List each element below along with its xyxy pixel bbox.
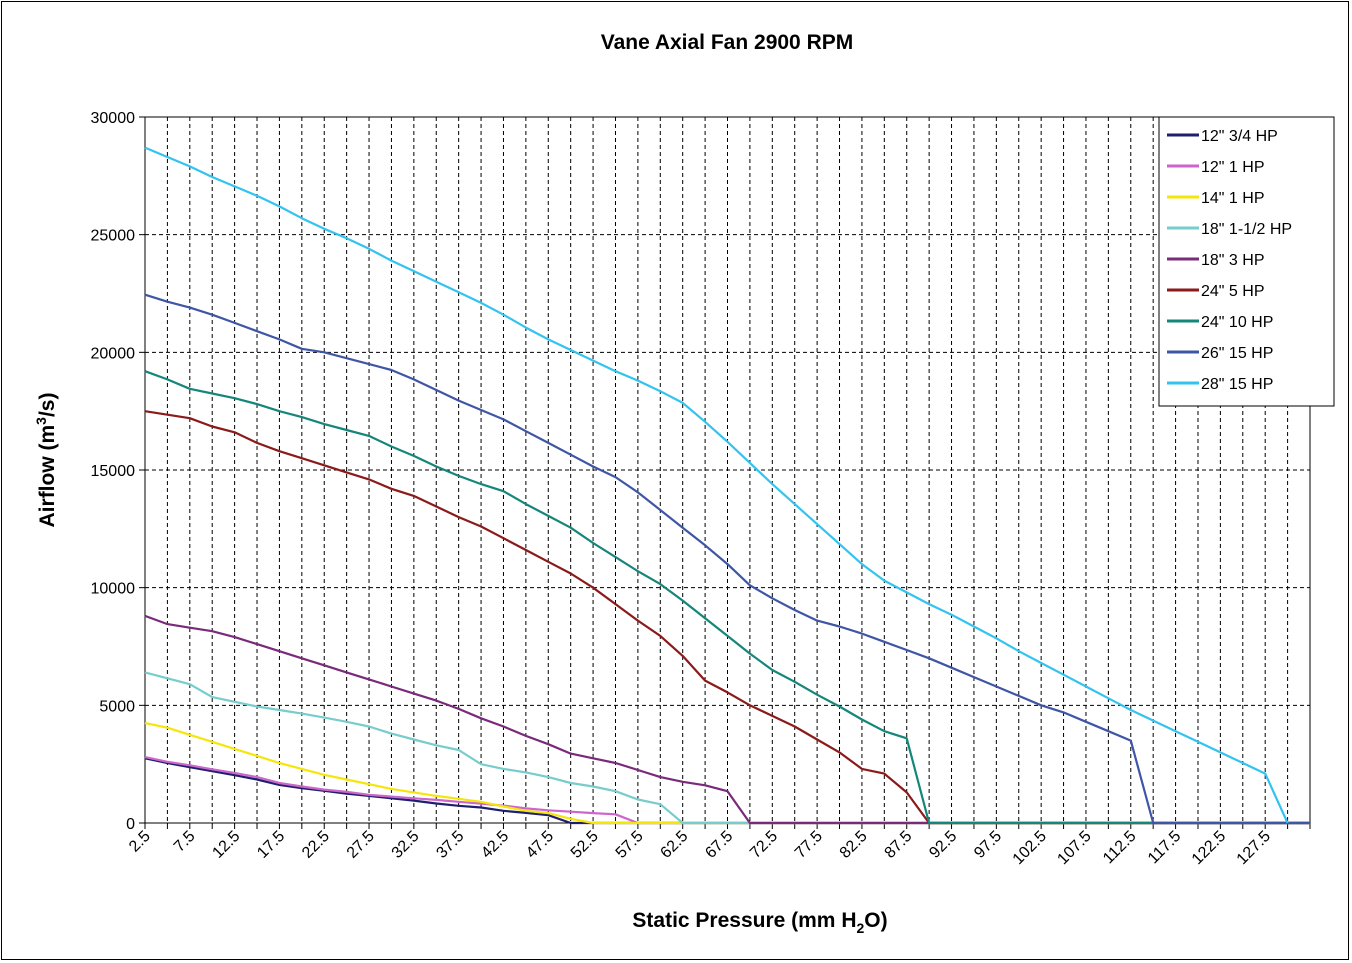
x-tick-label: 97.5 (971, 828, 1005, 862)
series-lines (144, 146, 1310, 825)
legend-label: 12" 1 HP (1201, 159, 1265, 176)
x-tick-label: 117.5 (1145, 828, 1185, 868)
y-tick-label: 10000 (91, 581, 136, 598)
y-tick-label: 25000 (91, 228, 136, 245)
legend-label: 24" 10 HP (1201, 314, 1273, 331)
series-line (144, 671, 1310, 825)
x-tick-label: 67.5 (702, 828, 736, 862)
y-axis-title: Airflow (m3/s) (33, 393, 59, 528)
x-tick-label: 122.5 (1189, 828, 1229, 868)
series-line (144, 721, 1310, 825)
x-tick-label: 37.5 (433, 828, 467, 862)
y-tick-label: 5000 (99, 698, 135, 715)
x-tick-label: 107.5 (1054, 828, 1094, 868)
series-line (144, 370, 1310, 825)
x-tick-label: 87.5 (882, 828, 916, 862)
x-tick-label: 112.5 (1100, 828, 1140, 868)
y-tick-label: 30000 (91, 110, 136, 127)
x-tick-label: 27.5 (344, 828, 378, 862)
x-tick-label: 32.5 (389, 828, 423, 862)
grid (145, 117, 1310, 823)
y-tick-label: 20000 (91, 345, 136, 362)
x-tick-label: 72.5 (747, 828, 781, 862)
series-line (144, 146, 1289, 824)
x-tick-label: 62.5 (657, 828, 691, 862)
legend-label: 28" 15 HP (1201, 376, 1273, 393)
legend-label: 24" 5 HP (1201, 283, 1265, 300)
series-line (144, 293, 1310, 825)
x-tick-label: 102.5 (1010, 828, 1050, 868)
legend-label: 18" 1-1/2 HP (1201, 221, 1292, 238)
x-tick-label: 12.5 (209, 828, 243, 862)
x-tick-label: 52.5 (568, 828, 602, 862)
x-tick-label: 22.5 (299, 828, 333, 862)
x-axis-title: Static Pressure (mm H2O) (632, 909, 887, 936)
legend-label: 12" 3/4 HP (1201, 128, 1278, 145)
y-tick-label: 0 (126, 816, 135, 833)
x-tick-label: 77.5 (792, 828, 826, 862)
y-axis: 0 5000 10000 15000 20000 25000 30000 (91, 110, 145, 833)
x-tick-label: 42.5 (478, 828, 512, 862)
chart-title: Vane Axial Fan 2900 RPM (601, 31, 854, 54)
x-tick-label: 7.5 (171, 828, 199, 856)
x-tick-label: 47.5 (523, 828, 557, 862)
y-tick-label: 15000 (91, 463, 136, 480)
legend-label: 26" 15 HP (1201, 345, 1273, 362)
legend-label: 18" 3 HP (1201, 252, 1265, 269)
x-tick-label: 57.5 (613, 828, 647, 862)
series-line (144, 756, 1310, 825)
x-axis: 2.5 7.5 12.5 17.5 22.5 27.5 32.5 37.5 42.5 47.5 52… (126, 823, 1311, 868)
legend: 12" 3/4 HP 12" 1 HP 14" 1 HP 18" 1-1/2 HP 18… (1158, 116, 1335, 407)
x-tick-label: 127.5 (1234, 828, 1274, 868)
x-tick-label: 17.5 (254, 828, 288, 862)
series-line (144, 410, 1310, 825)
x-tick-label: 82.5 (837, 828, 871, 862)
legend-label: 14" 1 HP (1201, 190, 1265, 207)
x-tick-label: 92.5 (926, 828, 960, 862)
series-line (144, 614, 1310, 825)
